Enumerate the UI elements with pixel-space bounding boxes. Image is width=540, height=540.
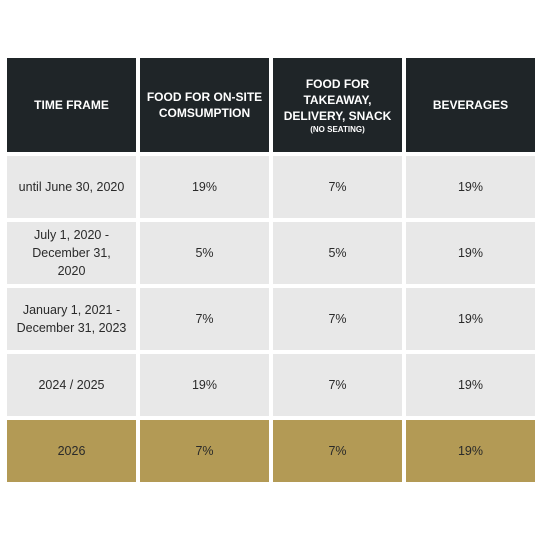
header-food-takeaway-label: FOOD FOR TAKEAWAY, DELIVERY, SNACK	[283, 76, 392, 123]
row-2-time-frame-text: July 1, 2020 - December 31, 2020	[32, 228, 111, 278]
header-time-frame: TIME FRAME	[7, 58, 136, 152]
row-1-takeaway-rate: 7%	[273, 156, 402, 218]
row-5-takeaway-rate: 7%	[273, 420, 402, 482]
row-1-beverages-rate: 19%	[406, 156, 535, 218]
header-time-frame-label: TIME FRAME	[34, 98, 109, 112]
header-food-takeaway-note: (NO SEATING)	[310, 124, 365, 134]
row-5-time-frame: 2026	[7, 420, 136, 482]
row-3-beverages-rate: 19%	[406, 288, 535, 350]
header-beverages-label: BEVERAGES	[432, 98, 509, 112]
row-5-beverages-rate: 19%	[406, 420, 535, 482]
row-2-time-frame: July 1, 2020 - December 31, 2020	[7, 222, 136, 284]
row-1-time-frame: until June 30, 2020	[7, 156, 136, 218]
vat-rate-table: TIME FRAME FOOD FOR ON-SITE COMSUMPTION …	[7, 58, 535, 482]
header-beverages: BEVERAGES	[406, 58, 535, 152]
row-1-onsite-rate: 19%	[140, 156, 269, 218]
row-3-time-frame-text: January 1, 2021 - December 31, 2023	[16, 303, 127, 335]
header-food-onsite: FOOD FOR ON-SITE COMSUMPTION	[140, 58, 269, 152]
header-food-takeaway: FOOD FOR TAKEAWAY, DELIVERY, SNACK (NO S…	[273, 58, 402, 152]
row-4-onsite-rate: 19%	[140, 354, 269, 416]
row-4-time-frame: 2024 / 2025	[7, 354, 136, 416]
row-3-time-frame: January 1, 2021 - December 31, 2023	[7, 288, 136, 350]
row-2-onsite-rate: 5%	[140, 222, 269, 284]
row-2-beverages-rate: 19%	[406, 222, 535, 284]
row-5-onsite-rate: 7%	[140, 420, 269, 482]
row-2-takeaway-rate: 5%	[273, 222, 402, 284]
row-4-takeaway-rate: 7%	[273, 354, 402, 416]
row-3-takeaway-rate: 7%	[273, 288, 402, 350]
row-3-onsite-rate: 7%	[140, 288, 269, 350]
row-4-beverages-rate: 19%	[406, 354, 535, 416]
header-food-onsite-label: FOOD FOR ON-SITE COMSUMPTION	[146, 90, 263, 120]
